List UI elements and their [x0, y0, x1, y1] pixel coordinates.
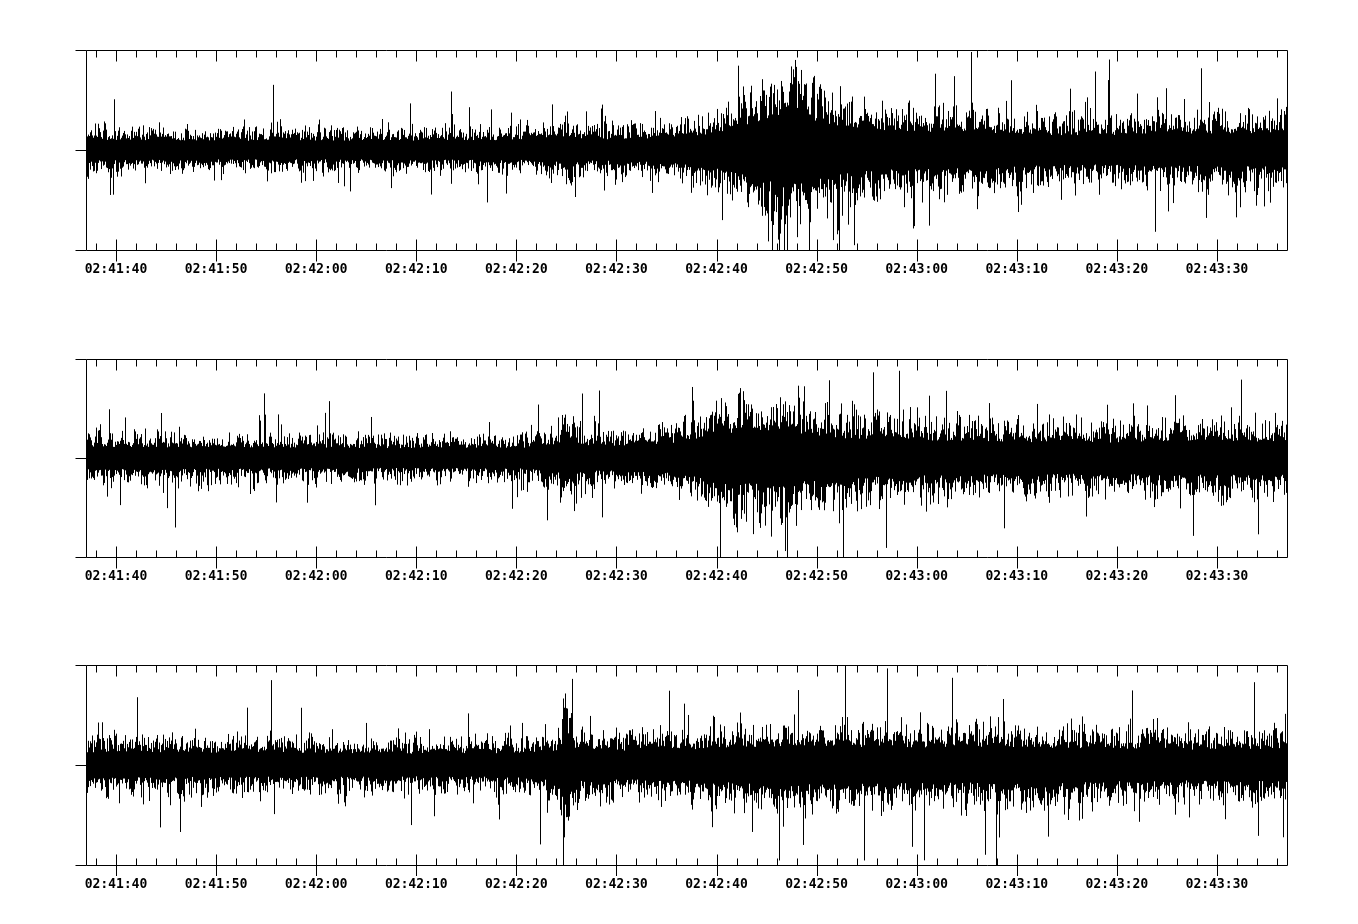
xtick-label: 02:42:50: [785, 569, 848, 584]
xtick-label: 02:43:30: [1185, 262, 1249, 277]
xtick-label: 02:43:20: [1085, 262, 1149, 277]
xtick-label: 02:42:00: [284, 569, 348, 584]
xtick-label: 02:42:10: [384, 569, 448, 584]
xtick-label: 02:41:40: [84, 569, 148, 584]
xtick-label: 02:43:30: [1185, 877, 1249, 892]
xtick-label: 02:43:30: [1185, 569, 1249, 584]
xtick-label: 02:42:10: [384, 262, 448, 277]
xtick-label: 02:42:10: [384, 877, 448, 892]
panel-hnz-plot: [0, 616, 1358, 876]
xtick-label: 02:41:50: [184, 262, 248, 277]
panel-hnn-plot: [0, 310, 1358, 610]
xtick-label: 02:43:20: [1085, 569, 1149, 584]
xtick-label: 02:43:00: [885, 569, 948, 584]
xtick-label: 02:43:10: [985, 877, 1049, 892]
xtick-label: 02:42:20: [485, 262, 548, 277]
xtick-label: 02:41:40: [84, 262, 148, 277]
xtick-label: 02:42:20: [485, 569, 548, 584]
xtick-label: 02:42:30: [585, 569, 648, 584]
xtick-label: 02:42:40: [685, 569, 748, 584]
xtick-label: 02:42:20: [485, 877, 548, 892]
xtick-label: 02:43:10: [985, 262, 1049, 277]
xtick-label: 02:41:50: [184, 877, 248, 892]
panel-hne-plot: [0, 0, 1358, 300]
xtick-label: 02:43:10: [985, 569, 1049, 584]
xtick-label: 02:43:00: [885, 262, 948, 277]
xtick-label: 02:42:50: [785, 262, 848, 277]
xtick-label: 02:43:20: [1085, 877, 1149, 892]
xtick-label: 02:42:30: [585, 877, 648, 892]
xtick-label: 02:42:40: [685, 877, 748, 892]
xtick-label: 02:42:50: [785, 877, 848, 892]
xtick-label: 02:42:40: [685, 262, 748, 277]
xtick-label: 02:41:50: [184, 569, 248, 584]
xtick-label: 02:42:30: [585, 262, 648, 277]
xtick-label: 02:42:00: [284, 262, 348, 277]
xtick-label: 02:41:40: [84, 877, 148, 892]
xtick-label: 02:43:00: [885, 877, 948, 892]
xtick-label: 02:42:00: [284, 877, 348, 892]
